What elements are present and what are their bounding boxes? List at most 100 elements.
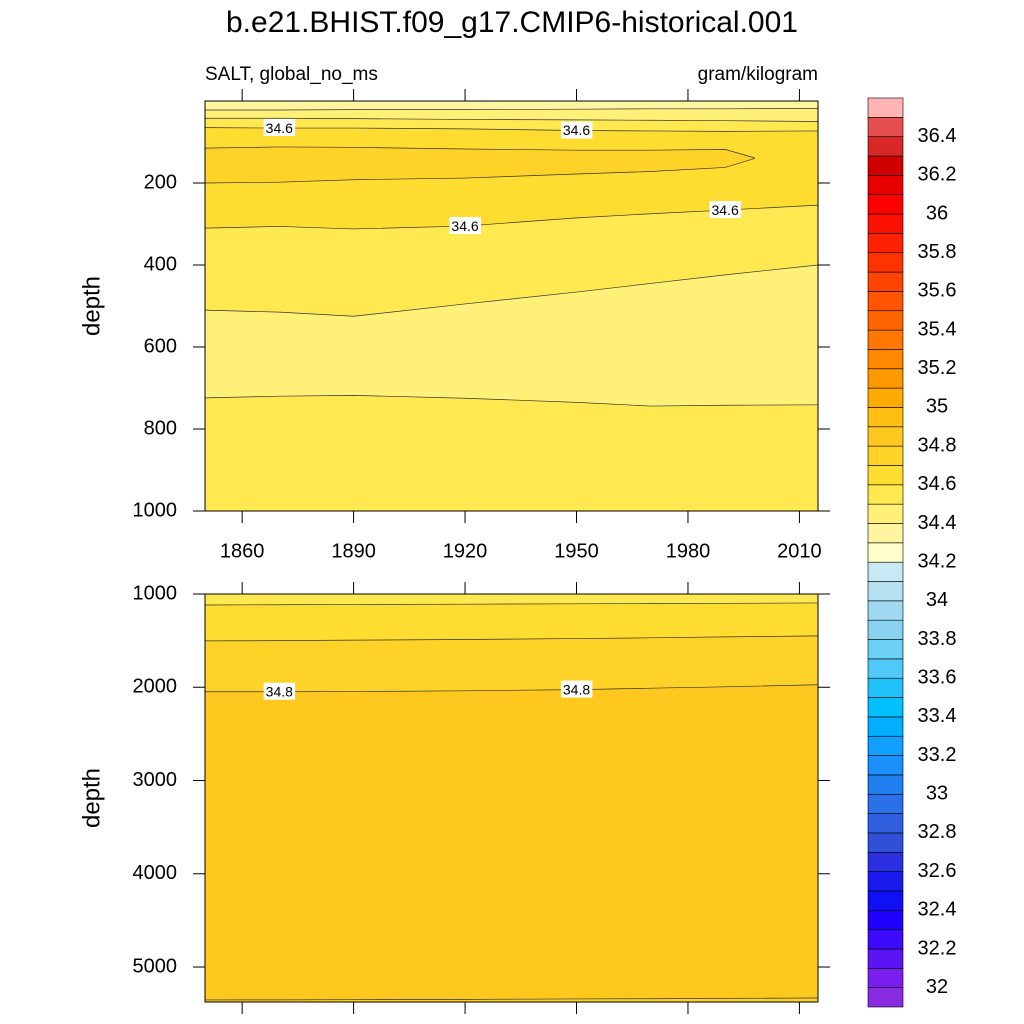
colorbar-label: 35.4 [918,318,957,340]
colorbar-box [867,735,904,756]
colorbar-box [867,271,904,292]
contour-line [205,395,818,407]
contour-label-bg [263,119,296,137]
colorbar-label: 36 [926,202,948,224]
colorbar-box [867,387,904,408]
colorbar-label: 34 [926,589,948,611]
colorbar-box [867,407,904,428]
colorbar-box [867,368,904,389]
contour-line [205,158,755,184]
colorbar-label: 32 [926,976,948,998]
y-tick-label: 400 [144,253,177,275]
contour-line [205,264,818,317]
y-tick-label: 800 [144,417,177,439]
colorbar-box [867,793,904,814]
colorbar-label: 32.8 [918,821,957,843]
colorbar-box [867,774,904,795]
colorbar-label: 34.8 [918,434,957,456]
right-string: gram/kilogram [698,64,818,85]
colorbar-box [867,97,904,118]
x-tick-label: 1950 [554,540,599,562]
contour-line [205,108,818,111]
colorbar-box [867,561,904,582]
contour-label: 34.8 [266,683,293,699]
colorbar-label: 36.2 [918,164,957,186]
contour-label: 34.6 [266,120,293,136]
colorbar-box [867,639,904,660]
contour-line [205,146,755,159]
contour-line [205,602,818,606]
colorbar-box [867,426,904,447]
colorbar-label: 36.4 [918,125,957,147]
colorbar-label: 34.2 [918,550,957,572]
colorbar-label: 33.6 [918,666,957,688]
colorbar-box [867,987,904,1008]
colorbar-box [867,909,904,930]
colorbar-box [867,117,904,137]
plot-area: 34.8 34.8 [205,594,818,1002]
colorbar-box [867,349,904,370]
colorbar-label: 32.4 [918,899,957,921]
colorbar-label: 32.2 [918,937,957,959]
colorbar-label: 35 [926,396,948,418]
colorbar-box [867,291,904,312]
contour-line [205,635,818,642]
contour-label-bg [560,121,593,139]
colorbar-box [867,310,904,331]
colorbar-box [867,175,904,196]
colorbar-box [867,252,904,273]
chart-title: b.e21.BHIST.f09_g17.CMIP6-historical.001 [226,6,798,39]
colorbar-box [867,523,904,544]
x-tick-label: 2010 [777,540,822,562]
colorbar-label: 35.6 [918,280,957,302]
colorbar-box [867,619,904,640]
fill-region [205,395,818,511]
x-tick-label: 1860 [220,540,265,562]
colorbar-label: 33.2 [918,744,957,766]
plot-area: 34.6 34.6 34.6 34.6 [205,101,818,511]
colorbar-box [867,832,904,853]
colorbar-label: 33.4 [918,705,957,727]
colorbar-box [867,155,904,176]
y-tick-label: 600 [144,335,177,357]
x-tick-label: 1980 [666,540,711,562]
contour-label-bg [263,682,296,700]
colorbar-label: 34.6 [918,473,957,495]
contour-label: 34.6 [711,202,738,218]
contour-line [205,117,818,122]
colorbar-box [867,948,904,969]
fill-region [205,684,818,1002]
colorbar-box [867,890,904,911]
colorbar-box [867,929,904,950]
contour-label-bg [560,680,593,698]
colorbar-box [867,213,904,234]
y-tick-label: 5000 [133,955,178,977]
colorbar-box [867,968,904,988]
colorbar-label: 33.8 [918,628,957,650]
colorbar-box [867,600,904,621]
colorbar-box [867,329,904,350]
y-tick-label: 200 [144,171,177,193]
x-tick-label: 1890 [331,540,376,562]
colorbar-box [867,697,904,718]
plot-frame [204,593,819,1003]
colorbar-label: 33 [926,783,948,805]
colorbar-box [867,871,904,892]
left-string: SALT, global_no_ms [205,64,378,85]
colorbar-box [867,813,904,834]
x-tick-label: 1920 [443,540,488,562]
colorbar-box [867,755,904,776]
colorbar-box [867,136,904,157]
plot-frame [204,100,819,512]
contour-label: 34.6 [451,218,478,234]
y-axis-label: depth [78,276,105,336]
y-tick-label: 1000 [133,582,178,604]
y-tick-label: 1000 [133,499,178,521]
colorbar-box [867,484,904,505]
colorbar-box [867,445,904,466]
colorbar-box [867,851,904,872]
y-tick-label: 3000 [133,769,178,791]
colorbar-box [867,658,904,679]
contour-label: 34.8 [563,681,590,697]
